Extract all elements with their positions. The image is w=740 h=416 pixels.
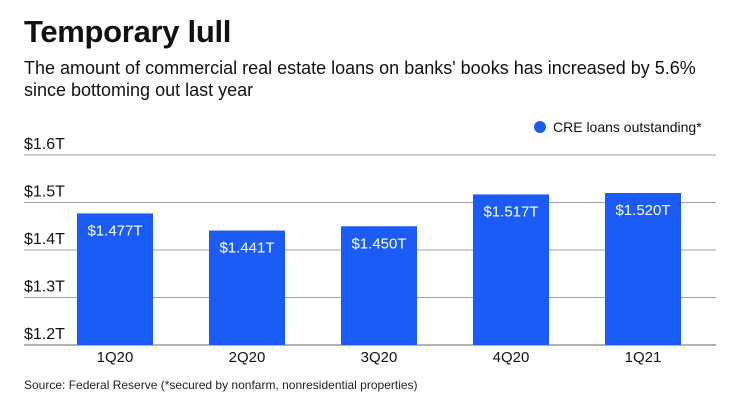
data-label: $1.441T [219,240,274,257]
x-tick-label: 3Q20 [361,349,398,366]
data-label: $1.520T [615,202,670,219]
chart-subtitle: The amount of commercial real estate loa… [24,58,696,100]
x-tick-label: 2Q20 [229,349,266,366]
bar [77,213,153,345]
data-label: $1.450T [351,235,406,252]
bar [341,226,417,345]
bar [473,194,549,345]
x-tick-label: 1Q21 [625,349,662,366]
chart-title: Temporary lull [24,14,232,49]
y-tick-label: $1.3T [24,279,65,296]
source-note: Source: Federal Reserve (*secured by non… [24,378,418,392]
data-label: $1.477T [87,222,142,239]
y-tick-label: $1.5T [24,184,65,201]
x-tick-label: 4Q20 [493,349,530,366]
bar [605,193,681,345]
data-label: $1.517T [483,203,538,220]
x-tick-label: 1Q20 [97,349,134,366]
bar [209,230,285,345]
legend-label: CRE loans outstanding* [553,119,702,135]
y-tick-label: $1.4T [24,231,65,248]
y-tick-label: $1.2T [24,326,65,343]
y-tick-label: $1.6T [24,136,65,153]
legend-marker [534,121,546,133]
